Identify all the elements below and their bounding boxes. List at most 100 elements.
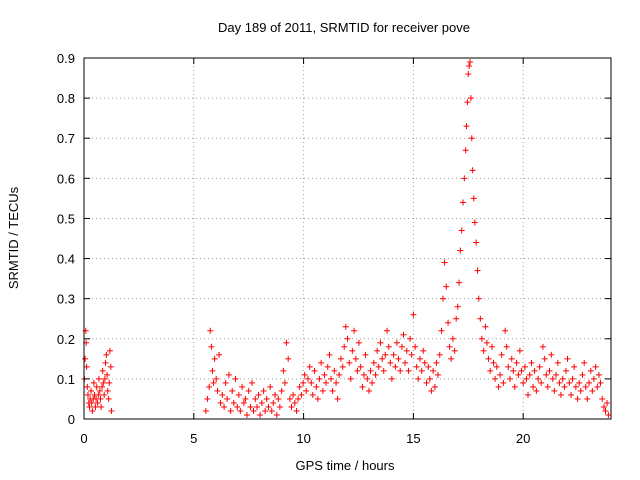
data-point bbox=[280, 367, 287, 374]
data-point bbox=[107, 363, 114, 370]
data-point bbox=[562, 367, 569, 374]
data-point bbox=[100, 379, 107, 386]
data-point bbox=[600, 403, 607, 410]
data-point bbox=[99, 383, 106, 390]
data-point bbox=[316, 375, 323, 382]
data-point bbox=[443, 283, 450, 290]
data-point bbox=[571, 363, 578, 370]
data-point bbox=[275, 395, 282, 402]
data-point bbox=[546, 367, 553, 374]
y-tick-label: 0.8 bbox=[57, 91, 75, 106]
data-point bbox=[357, 363, 364, 370]
data-point bbox=[308, 379, 315, 386]
data-point bbox=[288, 403, 295, 410]
data-point bbox=[449, 335, 456, 342]
data-point bbox=[380, 367, 387, 374]
data-point bbox=[594, 383, 601, 390]
data-point bbox=[465, 71, 472, 78]
data-point bbox=[245, 387, 252, 394]
data-point bbox=[457, 247, 464, 254]
data-point bbox=[97, 395, 104, 402]
data-point bbox=[364, 375, 371, 382]
data-point bbox=[217, 399, 224, 406]
y-tick-label: 0.5 bbox=[57, 211, 75, 226]
data-point bbox=[89, 407, 96, 414]
data-point bbox=[561, 383, 568, 390]
data-point bbox=[508, 355, 515, 362]
data-point bbox=[237, 407, 244, 414]
data-point bbox=[589, 387, 596, 394]
data-point bbox=[354, 367, 361, 374]
data-point bbox=[362, 351, 369, 358]
data-point bbox=[460, 199, 467, 206]
x-tick-label: 15 bbox=[406, 431, 420, 446]
data-point bbox=[106, 379, 113, 386]
data-point bbox=[298, 391, 305, 398]
data-point bbox=[402, 359, 409, 366]
data-point bbox=[464, 99, 471, 106]
data-point bbox=[222, 379, 229, 386]
data-point bbox=[270, 399, 277, 406]
data-point bbox=[395, 355, 402, 362]
plot-frame bbox=[83, 57, 612, 420]
axis-ticks bbox=[83, 57, 611, 420]
data-point bbox=[604, 399, 611, 406]
data-point bbox=[595, 371, 602, 378]
data-point bbox=[503, 343, 510, 350]
x-axis-label: GPS time / hours bbox=[296, 458, 395, 473]
data-point bbox=[216, 351, 223, 358]
data-point bbox=[331, 367, 338, 374]
data-point bbox=[337, 355, 344, 362]
data-point bbox=[559, 375, 566, 382]
data-point bbox=[384, 327, 391, 334]
data-point bbox=[400, 331, 407, 338]
data-point bbox=[286, 395, 293, 402]
data-point bbox=[441, 259, 448, 266]
data-point bbox=[342, 323, 349, 330]
data-point bbox=[84, 383, 91, 390]
data-point bbox=[309, 391, 316, 398]
data-point bbox=[208, 343, 215, 350]
data-point bbox=[397, 367, 404, 374]
data-point bbox=[239, 383, 246, 390]
data-point bbox=[463, 123, 470, 130]
data-point bbox=[268, 407, 275, 414]
data-point bbox=[213, 375, 220, 382]
data-point bbox=[544, 383, 551, 390]
data-point bbox=[466, 63, 473, 70]
data-point bbox=[248, 379, 255, 386]
data-point bbox=[398, 343, 405, 350]
data-point bbox=[360, 371, 367, 378]
y-tick-label: 0.9 bbox=[57, 51, 75, 66]
data-point bbox=[500, 379, 507, 386]
data-point bbox=[467, 59, 474, 66]
data-point bbox=[336, 371, 343, 378]
data-point bbox=[592, 363, 599, 370]
data-point bbox=[247, 403, 254, 410]
data-point bbox=[469, 167, 476, 174]
data-point bbox=[510, 367, 517, 374]
data-point bbox=[487, 367, 494, 374]
data-point bbox=[582, 383, 589, 390]
data-point bbox=[471, 219, 478, 226]
data-point bbox=[88, 387, 95, 394]
data-point bbox=[300, 379, 307, 386]
data-point bbox=[285, 355, 292, 362]
data-point bbox=[434, 371, 441, 378]
data-point bbox=[252, 395, 259, 402]
data-point bbox=[556, 379, 563, 386]
data-point bbox=[549, 375, 556, 382]
data-point bbox=[543, 371, 550, 378]
x-tick-label: 5 bbox=[190, 431, 197, 446]
data-point bbox=[410, 311, 417, 318]
data-point bbox=[480, 347, 487, 354]
data-point bbox=[587, 367, 594, 374]
data-point bbox=[485, 355, 492, 362]
data-point bbox=[355, 339, 362, 346]
data-point bbox=[374, 347, 381, 354]
data-point bbox=[467, 95, 474, 102]
data-point bbox=[234, 403, 241, 410]
data-point bbox=[281, 379, 288, 386]
data-point bbox=[440, 295, 447, 302]
